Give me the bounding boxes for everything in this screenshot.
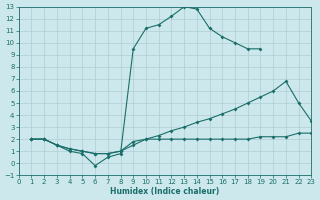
X-axis label: Humidex (Indice chaleur): Humidex (Indice chaleur) bbox=[110, 187, 220, 196]
